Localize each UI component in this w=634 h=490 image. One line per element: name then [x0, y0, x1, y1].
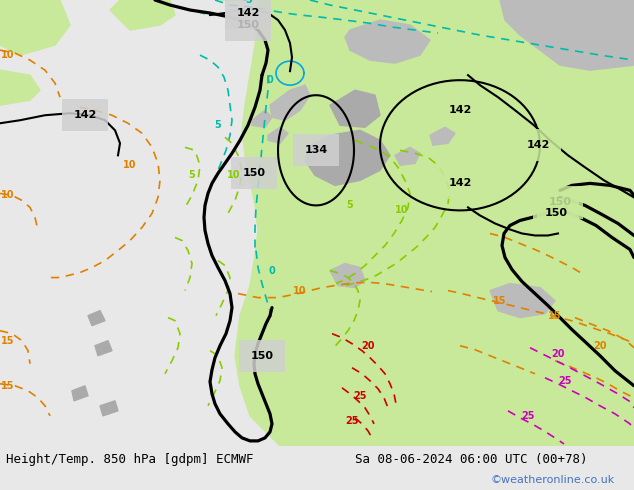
Text: 10: 10 [1, 50, 15, 60]
Text: Sa 08-06-2024 06:00 UTC (00+78): Sa 08-06-2024 06:00 UTC (00+78) [355, 453, 588, 466]
Text: 142: 142 [526, 140, 550, 150]
Polygon shape [305, 130, 390, 185]
Text: 0: 0 [269, 266, 275, 275]
Text: 10: 10 [227, 171, 241, 180]
Text: 10: 10 [294, 286, 307, 295]
Text: 134: 134 [304, 146, 328, 155]
Polygon shape [0, 70, 40, 105]
Text: 5: 5 [215, 120, 221, 130]
Polygon shape [72, 386, 88, 401]
Text: 150: 150 [250, 351, 273, 361]
Polygon shape [395, 147, 420, 165]
Polygon shape [220, 0, 634, 446]
Text: 10: 10 [123, 160, 137, 171]
Text: 142: 142 [448, 178, 472, 188]
Text: 25: 25 [521, 411, 534, 421]
Text: 142: 142 [236, 8, 260, 18]
Polygon shape [0, 0, 634, 446]
Polygon shape [430, 127, 455, 146]
Text: 15: 15 [1, 381, 15, 391]
Text: 150: 150 [545, 208, 567, 219]
Text: 20: 20 [593, 341, 607, 351]
Text: Height/Temp. 850 hPa [gdpm] ECMWF: Height/Temp. 850 hPa [gdpm] ECMWF [6, 453, 254, 466]
Polygon shape [330, 90, 380, 127]
Polygon shape [100, 401, 118, 416]
Text: 25: 25 [346, 416, 359, 426]
Text: -5: -5 [243, 0, 254, 5]
Text: 10: 10 [395, 205, 409, 216]
Polygon shape [345, 20, 430, 63]
Text: 20: 20 [361, 341, 375, 351]
Text: 15: 15 [1, 336, 15, 345]
Text: 20: 20 [551, 349, 565, 359]
Text: 10: 10 [1, 191, 15, 200]
Polygon shape [490, 284, 555, 318]
Polygon shape [0, 446, 634, 490]
Text: 25: 25 [353, 391, 366, 401]
Polygon shape [500, 0, 634, 70]
Text: 150: 150 [236, 20, 259, 30]
Text: 25: 25 [559, 376, 572, 386]
Polygon shape [330, 264, 365, 288]
Text: ©weatheronline.co.uk: ©weatheronline.co.uk [490, 475, 614, 485]
Text: 142: 142 [74, 110, 97, 120]
Polygon shape [270, 85, 310, 120]
Text: 15: 15 [493, 295, 507, 306]
Polygon shape [95, 341, 112, 356]
Polygon shape [88, 311, 105, 326]
Text: 5: 5 [347, 200, 353, 210]
Polygon shape [110, 0, 175, 30]
Text: 142: 142 [448, 105, 472, 115]
Text: 5: 5 [189, 171, 195, 180]
Text: 150: 150 [242, 169, 266, 178]
Polygon shape [252, 110, 272, 127]
Polygon shape [0, 0, 70, 55]
Polygon shape [268, 127, 288, 143]
Text: 0: 0 [267, 75, 273, 85]
Text: 15: 15 [548, 311, 562, 320]
Text: 150: 150 [548, 197, 571, 207]
